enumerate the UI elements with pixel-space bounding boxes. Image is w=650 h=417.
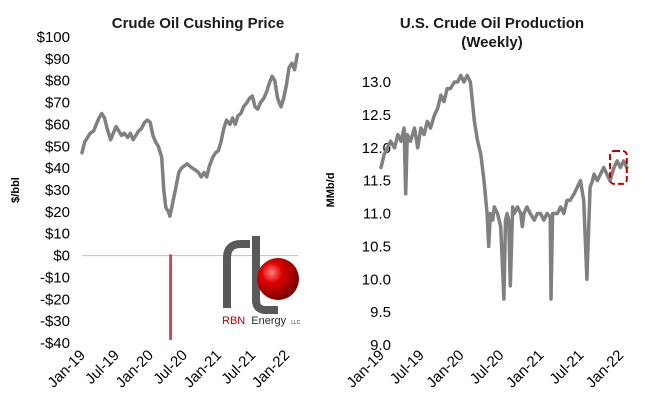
- y-tick-label: -$30: [40, 313, 70, 330]
- y-tick-label: 13.0: [362, 74, 391, 91]
- y-tick-label: $20: [45, 204, 70, 221]
- logo-pipe-right: [252, 236, 278, 314]
- x-tick-label: Jan-22: [583, 347, 627, 391]
- x-tick-label: Jan-19: [44, 347, 88, 391]
- chart-title-line-1: U.S. Crude Oil Production: [400, 15, 584, 32]
- logo-pipe-left: [223, 240, 250, 308]
- chart-title: Crude Oil Cushing Price: [112, 15, 285, 32]
- logo-suffix: LLC: [291, 320, 301, 326]
- y-tick-label: 10.0: [362, 271, 391, 288]
- logo-word: Energy: [251, 315, 286, 327]
- y-tick-label: $30: [45, 182, 70, 199]
- y-tick-label: $0: [53, 248, 70, 265]
- y-tick-label: 11.0: [363, 206, 391, 223]
- y-tick-label: $80: [45, 73, 70, 90]
- logo-brand: RBN: [222, 315, 245, 327]
- rbn-energy-logo: RBN Energy LLC: [222, 236, 301, 327]
- series-line: [379, 73, 629, 301]
- y-tick-label: -$20: [40, 291, 70, 308]
- x-tick-label: Jan-21: [503, 347, 547, 391]
- y-tick-label: 12.5: [362, 107, 391, 124]
- y-axis-label: $/bbl: [10, 177, 22, 203]
- x-tick-label: Jul-20: [467, 347, 508, 388]
- logo-wordmark: RBN Energy LLC: [222, 315, 301, 327]
- series-group: [379, 73, 629, 301]
- cushing-price-chart: Crude Oil Cushing Price $/bbl -$40-$30-$…: [10, 15, 300, 391]
- x-tick-label: Jan-19: [343, 347, 387, 391]
- y-axis-ticks: 9.09.510.010.511.011.512.012.513.0: [362, 74, 391, 354]
- y-tick-label: 11.5: [363, 173, 391, 190]
- series-line: [80, 52, 300, 218]
- x-tick-label: Jan-20: [113, 347, 157, 391]
- logo-ball-icon: [257, 258, 299, 300]
- y-tick-label: $60: [45, 116, 70, 133]
- y-tick-label: $10: [45, 226, 70, 243]
- x-tick-label: Jan-20: [423, 347, 467, 391]
- x-tick-label: Jul-19: [387, 347, 428, 388]
- x-tick-label: Jan-21: [181, 347, 225, 391]
- y-tick-label: 10.5: [362, 238, 391, 255]
- series-group: [80, 52, 300, 341]
- y-tick-label: -$40: [40, 335, 70, 352]
- y-axis-label: MMb/d: [325, 173, 337, 208]
- y-tick-label: $90: [45, 51, 70, 68]
- y-tick-label: $50: [45, 138, 70, 155]
- y-tick-label: 9.0: [370, 337, 391, 354]
- y-tick-label: 9.5: [370, 304, 391, 321]
- y-tick-label: $70: [45, 95, 70, 112]
- us-production-chart: U.S. Crude Oil Production (Weekly) MMb/d…: [325, 15, 629, 391]
- x-tick-label: Jul-21: [546, 347, 587, 388]
- x-tick-label: Jan-22: [249, 347, 293, 391]
- y-tick-label: -$10: [40, 269, 70, 286]
- y-axis-ticks: -$40 -$30 -$20 -$10 $0 $10 $20 $30 $40 $50 $60 $70 $…: [37, 29, 70, 352]
- y-tick-label: $100: [37, 29, 70, 46]
- chart-title-line-2: (Weekly): [461, 34, 522, 51]
- highlight-box: [609, 150, 628, 185]
- y-tick-label: $40: [45, 160, 70, 177]
- x-axis-ticks: Jan-19Jul-19Jan-20Jul-20Jan-21Jul-21Jan-…: [44, 347, 293, 391]
